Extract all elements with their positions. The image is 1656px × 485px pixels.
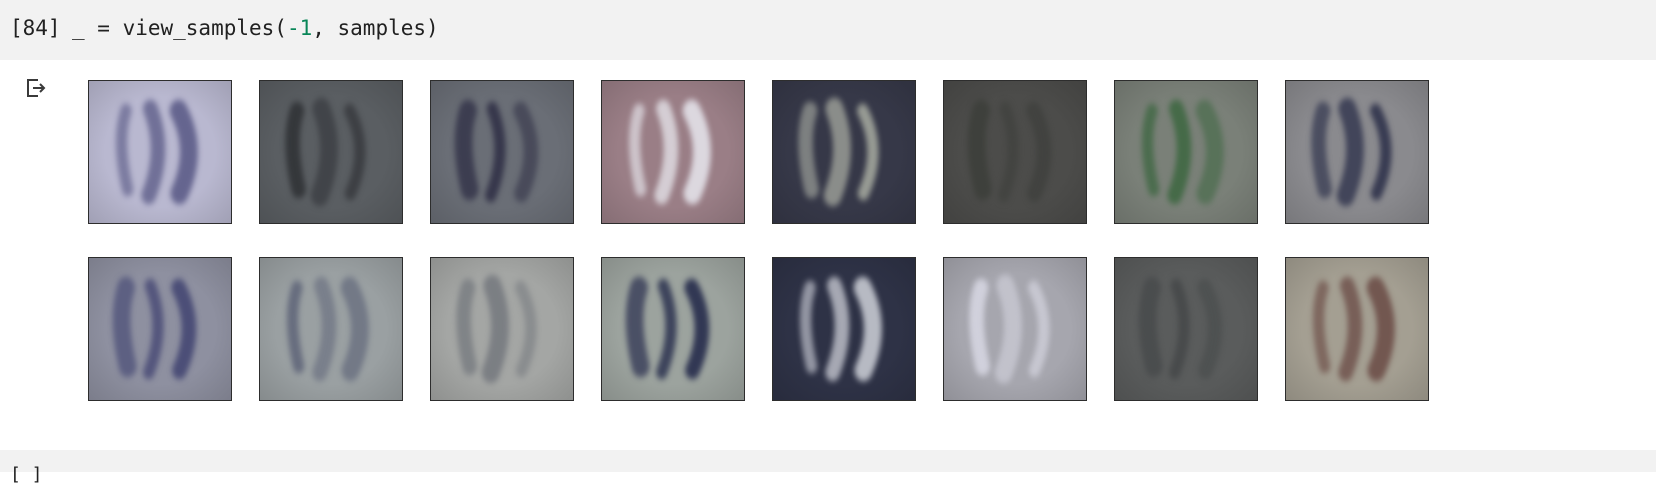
sample-image-content [615,81,731,223]
sample-image [1114,80,1258,224]
sample-image [88,80,232,224]
code-text-prefix: _ = view_samples( [72,16,287,40]
sample-image [1114,257,1258,401]
sample-image-content [1128,81,1244,223]
sample-image-content [1299,81,1415,223]
code-number-literal: -1 [286,16,313,40]
sample-image [1285,80,1429,224]
sample-image [772,80,916,224]
sample-image [430,257,574,401]
next-code-cell[interactable]: [ ] [0,450,1656,485]
sample-image-content [444,81,560,223]
sample-image [1285,257,1429,401]
sample-image-content [786,81,902,223]
sample-image [430,80,574,224]
sample-image-content [786,258,902,400]
sample-image [88,257,232,401]
output-redirect-icon[interactable] [24,76,48,100]
sample-image [772,257,916,401]
sample-image-content [273,258,389,400]
sample-image [601,80,745,224]
next-execution-count: [ ] [10,464,43,485]
sample-image-content [615,258,731,400]
sample-image [259,80,403,224]
sample-image-content [102,81,218,223]
sample-image [943,80,1087,224]
sample-image-grid [88,80,1429,401]
code-text-suffix: , samples) [312,16,439,40]
sample-image [601,257,745,401]
execution-count: [84] [10,16,61,40]
sample-image [943,257,1087,401]
code-line[interactable]: _ = view_samples(-1, samples) [72,16,439,40]
sample-image-content [273,81,389,223]
sample-image [259,257,403,401]
sample-image-content [1128,258,1244,400]
sample-image-content [1299,258,1415,400]
sample-image-content [957,81,1073,223]
code-cell[interactable]: [84] _ = view_samples(-1, samples) [0,0,1656,60]
sample-image-content [102,258,218,400]
sample-image-content [957,258,1073,400]
sample-image-content [444,258,560,400]
